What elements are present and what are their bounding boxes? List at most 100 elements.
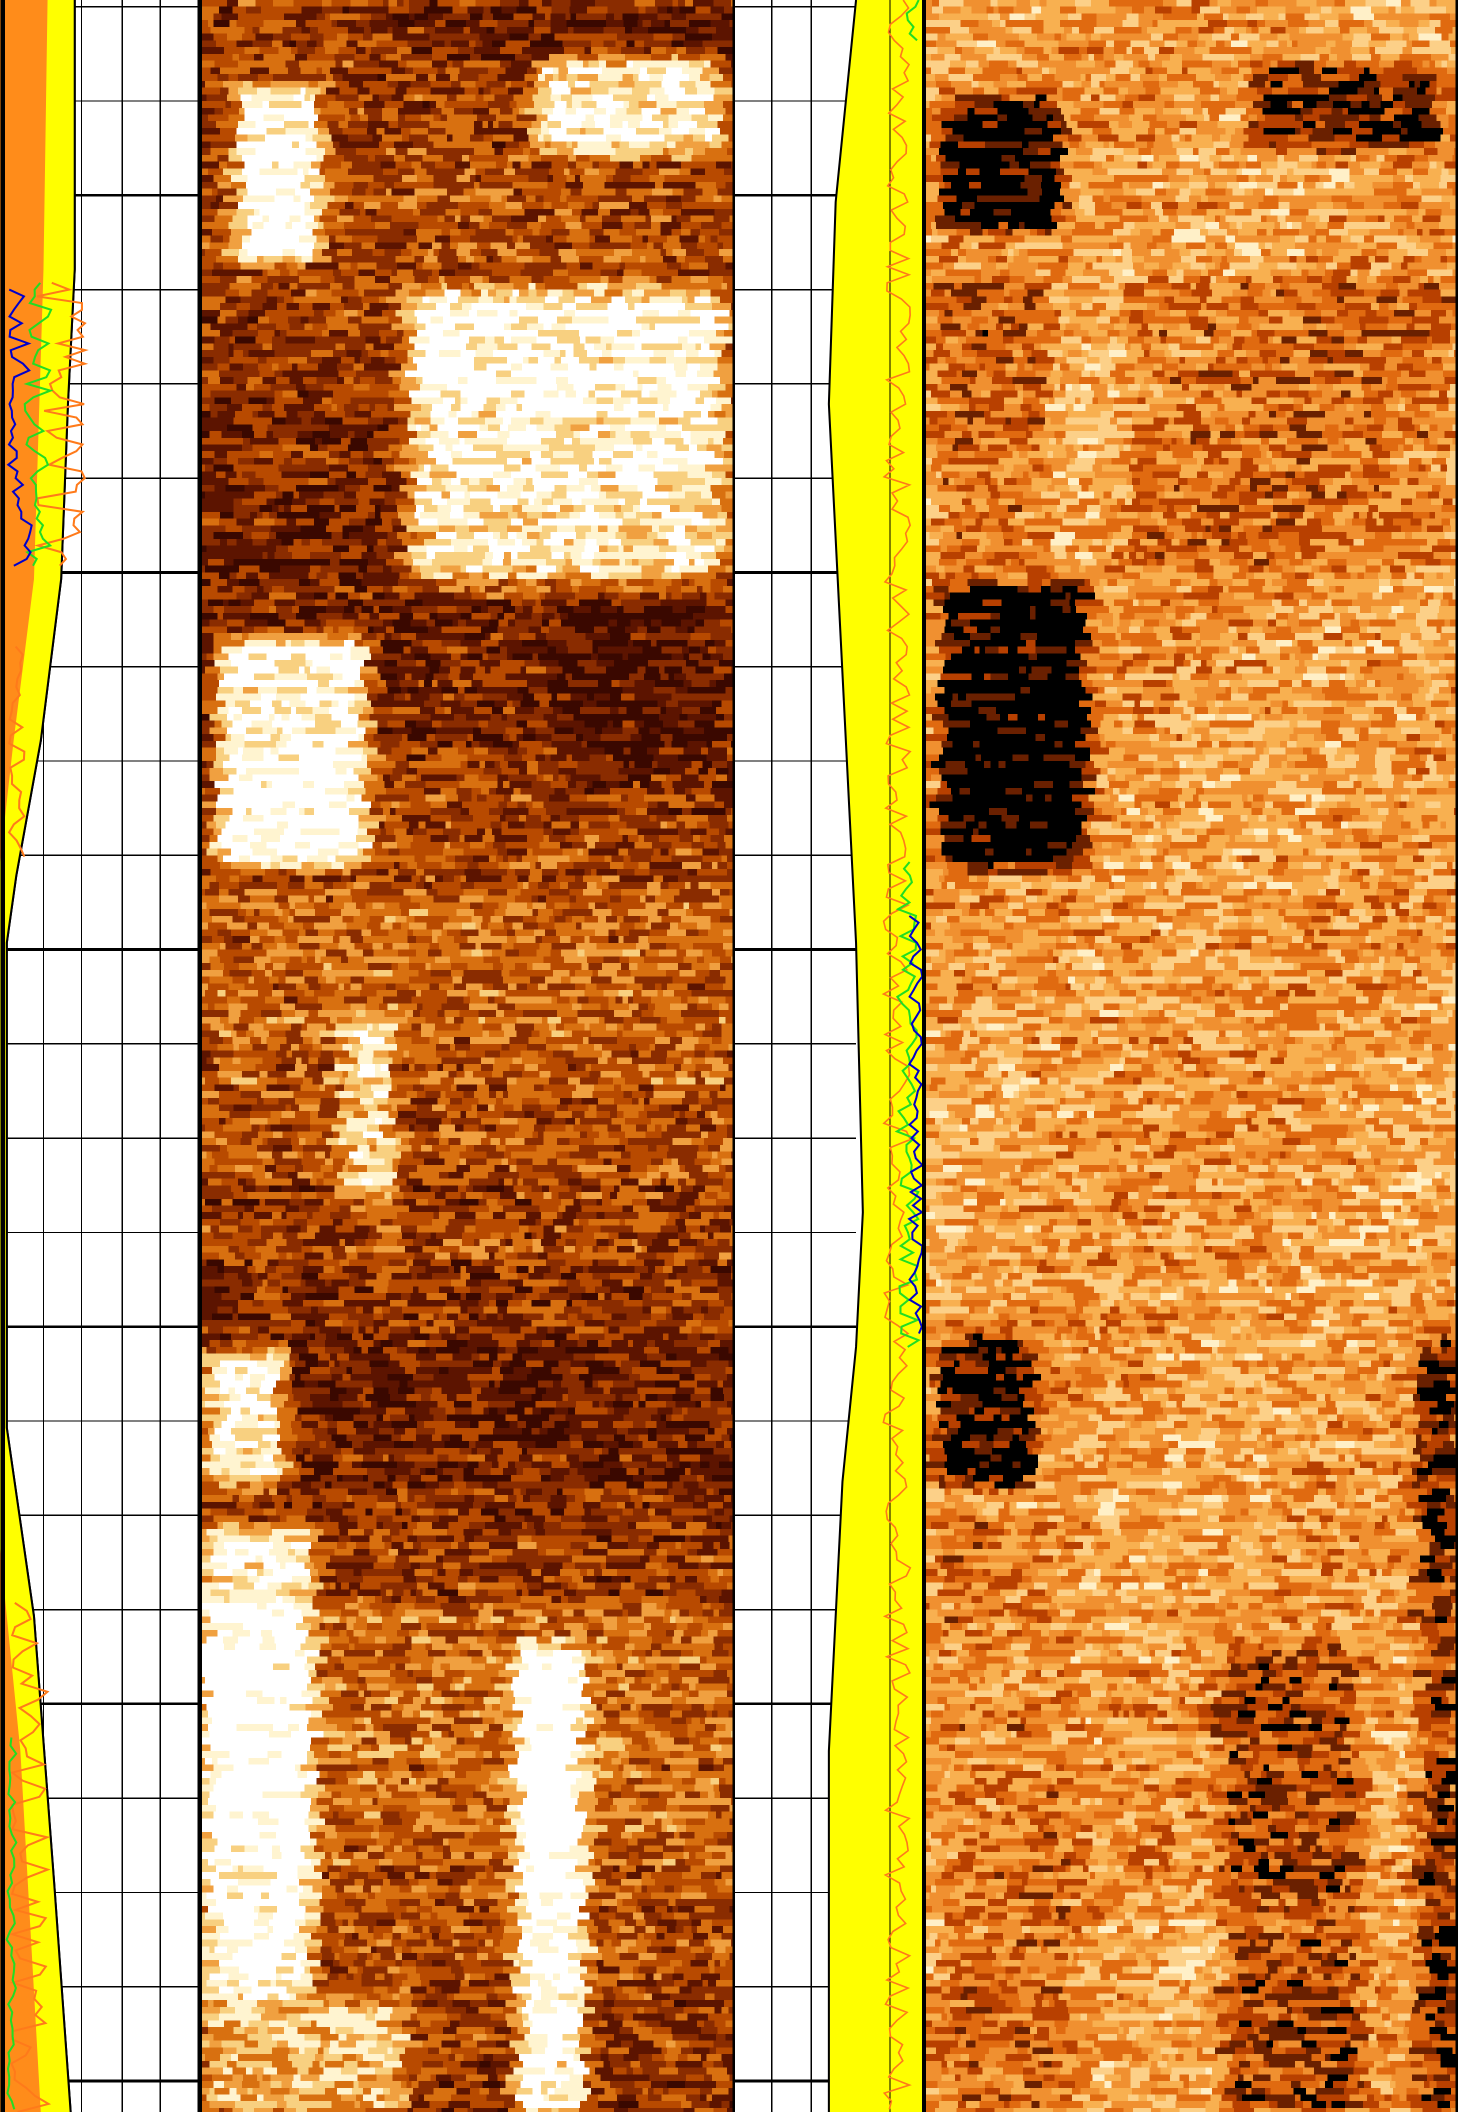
image-pixel <box>673 734 727 741</box>
image-pixel <box>523 916 537 923</box>
image-pixel <box>611 909 627 916</box>
image-pixel <box>367 828 381 835</box>
image-pixel <box>217 1044 233 1051</box>
image-pixel <box>394 694 405 701</box>
image-pixel <box>582 741 587 748</box>
image-pixel <box>313 249 323 256</box>
image-pixel <box>686 350 698 357</box>
image-pixel <box>488 67 506 74</box>
image-pixel <box>363 707 374 714</box>
image-pixel <box>587 465 606 472</box>
image-pixel <box>200 707 218 714</box>
image-pixel <box>572 317 609 324</box>
image-pixel <box>299 276 321 283</box>
image-pixel <box>690 431 725 438</box>
image-pixel <box>592 451 612 458</box>
image-pixel <box>253 27 260 34</box>
image-pixel <box>603 990 618 997</box>
image-pixel <box>478 88 483 95</box>
image-pixel <box>616 40 627 47</box>
image-pixel <box>226 290 240 297</box>
image-pixel <box>429 471 456 478</box>
image-pixel <box>493 552 504 559</box>
image-pixel <box>370 404 375 411</box>
image-pixel <box>633 546 659 553</box>
image-pixel <box>607 902 645 909</box>
image-pixel <box>200 862 220 869</box>
image-pixel <box>444 216 455 223</box>
image-pixel <box>584 936 589 943</box>
image-pixel <box>712 1037 722 1044</box>
image-pixel <box>242 101 262 108</box>
image-pixel <box>564 1030 572 1037</box>
image-pixel <box>423 599 487 606</box>
image-pixel <box>344 1084 360 1091</box>
image-pixel <box>579 828 618 835</box>
image-pixel <box>250 512 257 519</box>
image-pixel <box>231 633 242 640</box>
image-pixel <box>391 216 437 223</box>
image-pixel <box>534 694 552 701</box>
image-pixel <box>372 1057 392 1064</box>
image-pixel <box>416 721 432 728</box>
image-pixel <box>296 40 307 47</box>
image-pixel <box>200 673 218 680</box>
image-pixel <box>386 559 404 566</box>
image-pixel <box>330 653 342 660</box>
image-pixel <box>279 465 329 472</box>
image-pixel <box>519 950 537 957</box>
image-pixel <box>429 613 437 620</box>
image-pixel <box>472 606 482 613</box>
image-pixel <box>323 34 337 41</box>
image-pixel <box>337 20 356 27</box>
image-pixel <box>659 525 674 532</box>
image-pixel <box>550 343 573 350</box>
image-pixel <box>493 478 513 485</box>
image-pixel <box>534 707 553 714</box>
image-pixel <box>569 855 588 862</box>
image-pixel <box>226 317 238 324</box>
image-pixel <box>285 418 301 425</box>
image-pixel <box>409 1051 436 1058</box>
image-pixel <box>526 566 537 573</box>
image-pixel <box>594 505 614 512</box>
image-pixel <box>587 7 607 14</box>
image-pixel <box>508 579 518 586</box>
image-pixel <box>454 546 468 553</box>
image-pixel <box>344 310 358 317</box>
image-pixel <box>457 788 472 795</box>
image-pixel <box>486 599 510 606</box>
image-pixel <box>357 108 364 115</box>
image-pixel <box>405 599 423 606</box>
image-pixel <box>529 283 536 290</box>
image-pixel <box>553 498 572 505</box>
image-pixel <box>629 1044 636 1051</box>
image-pixel <box>629 929 649 936</box>
image-pixel <box>322 209 340 216</box>
image-pixel <box>703 40 734 47</box>
image-pixel <box>478 929 490 936</box>
image-pixel <box>232 330 258 337</box>
image-pixel <box>446 822 451 829</box>
image-pixel <box>402 317 417 324</box>
image-pixel <box>688 384 708 391</box>
image-pixel <box>281 700 289 707</box>
image-pixel <box>505 67 527 74</box>
image-pixel <box>568 269 601 276</box>
image-pixel <box>613 357 625 364</box>
image-pixel <box>361 539 377 546</box>
image-pixel <box>523 148 530 155</box>
image-pixel <box>401 633 416 640</box>
image-pixel <box>606 108 616 115</box>
image-pixel <box>435 620 453 627</box>
image-pixel <box>497 249 516 256</box>
image-pixel <box>432 498 447 505</box>
image-pixel <box>557 714 573 721</box>
image-pixel <box>353 377 360 384</box>
image-pixel <box>666 357 686 364</box>
image-pixel <box>516 101 534 108</box>
image-pixel <box>711 290 734 297</box>
image-pixel <box>704 397 716 404</box>
image-pixel <box>361 242 375 249</box>
image-pixel <box>315 909 341 916</box>
